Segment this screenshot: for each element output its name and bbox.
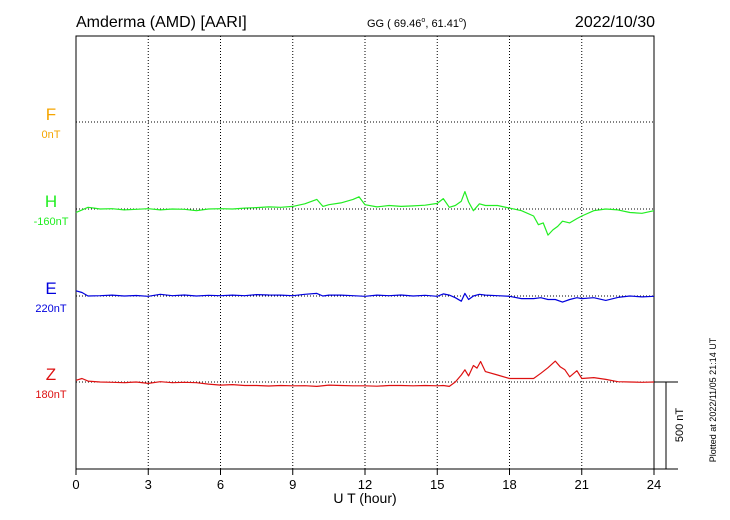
- series-name-e: E: [45, 279, 56, 298]
- series-name-h: H: [45, 192, 57, 211]
- series-labels: F 0nT H -160nT E 220nT Z 180nT: [34, 105, 69, 401]
- x-axis-ticks: 0 3 6 9 12 15 18 21 24: [72, 469, 661, 492]
- x-tick-label: 6: [217, 477, 224, 492]
- plotted-timestamp: Plotted at 2022/11/05 21:14 UT: [708, 337, 718, 462]
- x-tick-label: 21: [575, 477, 589, 492]
- grid: [76, 36, 654, 469]
- series-line-z: [75, 360, 655, 387]
- x-tick-label: 12: [358, 477, 372, 492]
- x-tick-label: 15: [430, 477, 444, 492]
- date-label: 2022/10/30: [575, 14, 655, 31]
- series-name-z: Z: [46, 365, 56, 384]
- series-line-e: [75, 290, 655, 303]
- station-title: Amderma (AMD) [AARI]: [76, 14, 247, 31]
- series-offset-e: 220nT: [35, 303, 66, 315]
- series-name-f: F: [46, 105, 56, 124]
- x-axis-label: U T (hour): [333, 490, 396, 506]
- series-offset-z: 180nT: [35, 389, 66, 401]
- series-line-h: [75, 191, 655, 236]
- scale-bar-label: 500 nT: [674, 408, 686, 443]
- scale-bar: 500 nT: [654, 381, 686, 470]
- series-offset-f: 0nT: [42, 129, 61, 141]
- x-tick-label: 24: [647, 477, 661, 492]
- x-tick-label: 9: [289, 477, 296, 492]
- x-tick-label: 3: [145, 477, 152, 492]
- series-lines: [75, 191, 655, 387]
- coordinates: GG ( 69.46o, 61.41o): [367, 17, 467, 30]
- x-tick-label: 0: [72, 477, 79, 492]
- series-offset-h: -160nT: [34, 216, 69, 228]
- x-tick-label: 18: [502, 477, 516, 492]
